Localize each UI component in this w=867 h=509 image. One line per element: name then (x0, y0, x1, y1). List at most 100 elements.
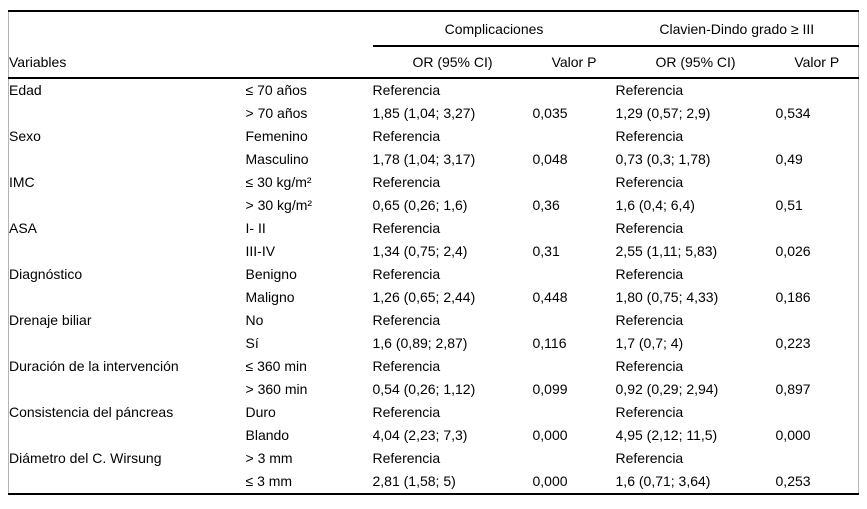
or-ci-cell: Referencia (615, 174, 684, 190)
p-value-cell (776, 78, 859, 102)
category-cell: > 70 años (245, 105, 308, 121)
table-row: > 70 años 1,85 (1,04; 3,27) 0,035 1,29 (0,5… (9, 102, 859, 125)
group-header-complications: Complicaciones (372, 11, 616, 47)
category-cell: ≤ 70 años (245, 82, 307, 98)
category-cell: ≤ 360 min (245, 358, 307, 374)
or-ci-cell: Referencia (615, 220, 684, 236)
or-ci-cell: 1,85 (1,04; 3,27) (372, 105, 476, 121)
p-value-cell: 0,534 (775, 105, 811, 121)
p-value-cell: 0,000 (532, 473, 568, 489)
p-value-cell: 0,000 (775, 427, 811, 443)
or-ci-cell: 4,04 (2,23; 7,3) (372, 427, 468, 443)
p-value-cell (533, 309, 616, 332)
table-row: III-IV 1,34 (0,75; 2,4) 0,31 2,55 (1,11; 5,… (9, 240, 859, 263)
p-value-cell: 0,026 (775, 243, 811, 259)
variable-cell (9, 194, 246, 217)
table-row: Diagnóstico Benigno Referencia Referencia (9, 263, 859, 286)
p-value-cell (776, 309, 859, 332)
variable-cell (9, 102, 246, 125)
category-cell: III-IV (245, 243, 276, 259)
p-value-cell: 0,51 (775, 197, 803, 213)
variable-cell: Diámetro del C. Wirsung (9, 450, 162, 466)
p-value-cell: 0,36 (532, 197, 560, 213)
category-cell: Femenino (245, 128, 308, 144)
group-header-row: Complicaciones Clavien-Dindo grado ≥ III (9, 11, 859, 47)
table-row: > 360 min 0,54 (0,26; 1,12) 0,099 0,92 (0,2… (9, 378, 859, 401)
category-cell: No (245, 312, 264, 328)
category-cell: Masculino (245, 151, 309, 167)
table-row: Duración de la intervención ≤ 360 min Refe… (9, 355, 859, 378)
p-value-cell (533, 447, 616, 470)
or-ci-cell: 0,54 (0,26; 1,12) (372, 381, 476, 397)
or-ci-cell: Referencia (372, 174, 441, 190)
or-ci-cell: 2,81 (1,58; 5) (372, 473, 456, 489)
group-header-spacer (9, 11, 373, 46)
or-ci-cell: 1,6 (0,89; 2,87) (372, 335, 468, 351)
or-ci-cell: Referencia (615, 358, 684, 374)
p-value-cell (533, 171, 616, 194)
variable-cell: Consistencia del páncreas (9, 404, 174, 420)
or-ci-cell: Referencia (615, 266, 684, 282)
table-row: ≤ 3 mm 2,81 (1,58; 5) 0,000 1,6 (0,71; 3,64… (9, 470, 859, 494)
p-value-cell (776, 355, 859, 378)
p-value-cell: 0,897 (775, 381, 811, 397)
variable-cell (9, 424, 246, 447)
category-cell: > 3 mm (245, 450, 293, 466)
category-cell: I- II (245, 220, 266, 236)
or-ci-cell: 1,29 (0,57; 2,9) (615, 105, 711, 121)
p-value-cell: 0,186 (775, 289, 811, 305)
p-value-cell (776, 263, 859, 286)
variable-cell: Edad (9, 82, 42, 98)
variable-cell (9, 470, 246, 494)
variable-cell (9, 148, 246, 171)
or-ci-cell: 1,6 (0,71; 3,64) (615, 473, 711, 489)
table-row: Maligno 1,26 (0,65; 2,44) 0,448 1,80 (0,75;… (9, 286, 859, 309)
table-row: Edad ≤ 70 años Referencia Referencia (9, 78, 859, 102)
p-value-cell (776, 447, 859, 470)
p-value-cell: 0,49 (775, 151, 803, 167)
table-row: Sexo Femenino Referencia Referencia (9, 125, 859, 148)
table-row: Drenaje biliar No Referencia Referencia (9, 309, 859, 332)
variable-cell (9, 286, 246, 309)
p-value-cell: 0,000 (532, 427, 568, 443)
p-value-cell: 0,31 (532, 243, 560, 259)
variable-cell: Diagnóstico (9, 266, 83, 282)
table-row: Sí 1,6 (0,89; 2,87) 0,116 1,7 (0,7; 4) 0,223 (9, 332, 859, 355)
odds-ratio-table: Complicaciones Clavien-Dindo grado ≥ III… (8, 10, 860, 495)
variable-cell: IMC (9, 174, 35, 190)
table-row: > 30 kg/m² 0,65 (0,26; 1,6) 0,36 1,6 (0,4; … (9, 194, 859, 217)
table-row: Consistencia del páncreas Duro Referencia R… (9, 401, 859, 424)
column-header-or-ci-1: OR (95% CI) (372, 46, 533, 79)
p-value-cell: 0,223 (775, 335, 811, 351)
category-cell: > 360 min (245, 381, 308, 397)
or-ci-cell: 1,6 (0,4; 6,4) (615, 197, 695, 213)
or-ci-cell: 1,34 (0,75; 2,4) (372, 243, 468, 259)
column-header-variables: Variables (8, 46, 246, 79)
p-value-cell: 0,253 (775, 473, 811, 489)
p-value-cell (533, 217, 616, 240)
p-value-cell (776, 401, 859, 424)
or-ci-cell: Referencia (372, 404, 441, 420)
or-ci-cell: Referencia (615, 82, 684, 98)
or-ci-cell: 1,7 (0,7; 4) (615, 335, 684, 351)
column-header-p-2: Valor P (775, 46, 859, 79)
p-value-cell: 0,035 (532, 105, 568, 121)
or-ci-cell: 0,92 (0,29; 2,94) (615, 381, 719, 397)
or-ci-cell: Referencia (372, 450, 441, 466)
or-ci-cell: Referencia (372, 128, 441, 144)
or-ci-cell: 0,73 (0,3; 1,78) (615, 151, 711, 167)
table-body: Edad ≤ 70 años Referencia Referencia > 70 añ… (9, 78, 859, 494)
p-value-cell (533, 355, 616, 378)
category-cell: Sí (245, 335, 259, 351)
table-row: Masculino 1,78 (1,04; 3,17) 0,048 0,73 (0,3… (9, 148, 859, 171)
p-value-cell (533, 78, 616, 102)
or-ci-cell: Referencia (372, 82, 441, 98)
category-cell: Blando (245, 427, 290, 443)
variable-cell (9, 240, 246, 263)
or-ci-cell: 1,80 (0,75; 4,33) (615, 289, 719, 305)
variable-cell: Duración de la intervención (9, 358, 179, 374)
column-header-category (245, 46, 373, 79)
column-header-p-1: Valor P (532, 46, 616, 79)
variable-cell: ASA (9, 220, 38, 236)
group-header-clavien-dindo: Clavien-Dindo grado ≥ III (615, 11, 859, 47)
